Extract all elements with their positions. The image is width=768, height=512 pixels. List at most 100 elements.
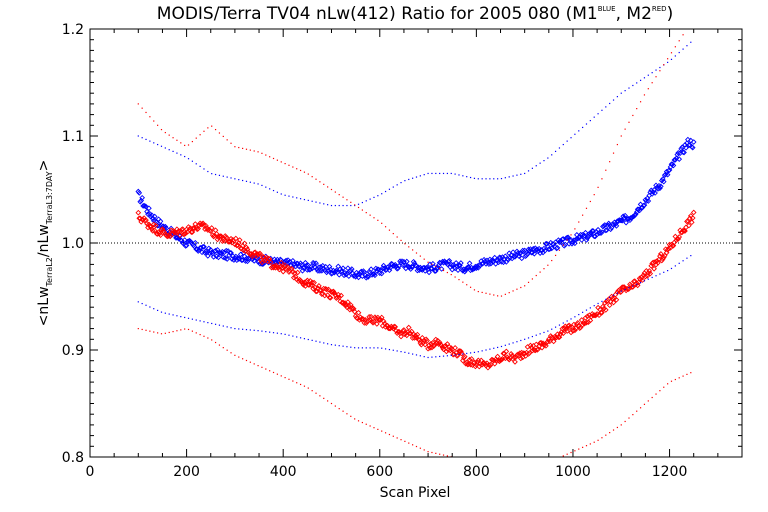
data-point — [442, 342, 449, 349]
envelope-point — [199, 165, 201, 167]
envelope-point — [249, 149, 251, 151]
envelope-point — [655, 76, 657, 78]
envelope-point — [226, 176, 228, 178]
data-point — [213, 230, 220, 237]
data-point — [258, 257, 264, 264]
envelope-point — [601, 178, 603, 180]
data-point — [541, 245, 547, 252]
envelope-point — [597, 302, 599, 305]
envelope-point — [454, 173, 456, 175]
data-point — [543, 342, 549, 349]
data-point — [486, 261, 492, 268]
envelope-point — [350, 346, 352, 348]
data-point — [658, 257, 665, 264]
envelope-point — [160, 311, 163, 313]
series-m2-mean — [135, 209, 697, 371]
x-tick-label: 200 — [173, 464, 200, 480]
envelope-point — [481, 350, 483, 352]
envelope-point — [357, 420, 360, 422]
data-point — [482, 361, 488, 367]
envelope-point — [419, 447, 421, 449]
envelope-point — [419, 175, 421, 177]
data-point — [403, 330, 409, 336]
data-point — [682, 228, 688, 234]
data-point — [422, 341, 429, 348]
envelope-point — [311, 339, 313, 341]
data-point — [208, 225, 215, 231]
y-tick-label: 1.0 — [62, 236, 84, 252]
envelope-point — [164, 312, 166, 314]
envelope-point — [412, 353, 414, 355]
envelope-point — [469, 176, 472, 179]
envelope-point — [473, 351, 476, 353]
data-point — [681, 227, 687, 234]
data-point — [540, 249, 546, 256]
envelope-point — [578, 313, 580, 316]
data-point — [528, 249, 535, 256]
envelope-point — [562, 322, 564, 324]
envelope-point — [269, 370, 271, 372]
envelope-point — [157, 332, 159, 334]
envelope-point — [396, 236, 398, 238]
envelope-point — [628, 121, 630, 123]
data-point — [243, 244, 250, 251]
envelope-point — [589, 307, 591, 309]
envelope-point — [508, 176, 510, 178]
series-m2-lower-envelope — [137, 328, 692, 458]
envelope-point — [172, 330, 174, 333]
envelope-point — [284, 377, 286, 379]
data-point — [372, 272, 378, 279]
data-point — [517, 350, 523, 357]
data-point — [654, 258, 660, 264]
envelope-point — [412, 444, 414, 446]
y-tick-label: 1.2 — [62, 22, 84, 38]
data-point — [380, 262, 387, 269]
envelope-point — [157, 143, 159, 146]
data-point — [275, 264, 282, 271]
envelope-point — [207, 322, 209, 324]
envelope-point — [570, 318, 572, 320]
envelope-point — [176, 315, 178, 317]
envelope-point — [253, 363, 255, 365]
data-point — [468, 356, 475, 362]
envelope-point — [203, 168, 205, 170]
envelope-point — [350, 415, 352, 417]
data-point — [461, 353, 468, 360]
data-point — [598, 309, 604, 316]
data-point — [217, 233, 224, 239]
data-point — [635, 279, 642, 286]
data-point — [414, 267, 421, 274]
envelope-point — [172, 150, 174, 153]
envelope-point — [195, 332, 197, 334]
data-point — [530, 245, 537, 252]
envelope-point — [261, 330, 263, 332]
data-point — [517, 355, 524, 362]
envelope-point — [176, 139, 178, 141]
data-point — [290, 274, 297, 281]
data-point — [613, 296, 620, 303]
data-point — [424, 337, 430, 344]
series-m1-upper-envelope — [137, 41, 692, 207]
data-point — [149, 215, 156, 221]
envelope-point — [338, 345, 340, 347]
envelope-point — [234, 178, 236, 180]
data-point — [378, 314, 385, 321]
envelope-point — [535, 334, 537, 336]
envelope-point — [199, 320, 201, 322]
data-point — [139, 216, 145, 223]
data-point — [641, 202, 648, 209]
envelope-point — [632, 114, 634, 117]
data-point — [631, 212, 638, 219]
envelope-point — [299, 198, 302, 200]
ticks-layer: 0 200 400 600 800 1000 1200 0.8 0.9 1.0 1.1 1.2 — [62, 22, 743, 480]
envelope-point — [168, 134, 170, 136]
envelope-point — [651, 276, 653, 279]
envelope-point — [442, 269, 445, 272]
envelope-point — [466, 284, 468, 286]
data-point — [368, 266, 374, 273]
envelope-point — [296, 382, 298, 384]
envelope-point — [477, 290, 479, 293]
envelope-point — [365, 212, 367, 214]
envelope-point — [473, 289, 476, 291]
envelope-point — [242, 147, 244, 150]
